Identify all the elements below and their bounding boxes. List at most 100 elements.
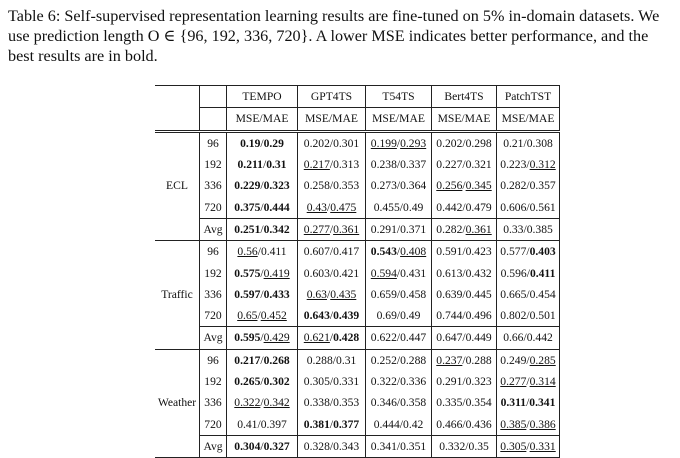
table-row: 720 0.375/0.444 0.43/0.475 0.455/0.49 0.442/… — [155, 196, 560, 219]
horizon-label: 96 — [199, 240, 227, 263]
metric-cell: 0.594/0.431 — [365, 262, 432, 284]
metric-cell: 0.322/0.336 — [365, 370, 432, 393]
horizon-label: Avg — [199, 434, 227, 458]
table-row: 720 0.65/0.452 0.643/0.439 0.69/0.49 0.744/0… — [155, 304, 560, 327]
mae-value: 0.371 — [400, 222, 427, 236]
mse-value: 0.338 — [303, 396, 330, 410]
header-metric: MSE/MAE — [431, 107, 497, 132]
mse-value: 0.223 — [500, 158, 527, 172]
mse-value: 0.591 — [436, 245, 463, 259]
mae-value: 0.444 — [263, 200, 290, 214]
metric-cell: 0.442/0.479 — [431, 196, 497, 219]
value-separator: / — [462, 309, 466, 323]
value-separator: / — [396, 158, 401, 172]
value-separator: / — [462, 353, 466, 367]
value-separator: / — [329, 309, 334, 323]
value-separator: / — [462, 266, 466, 280]
mae-value: 0.423 — [465, 245, 492, 259]
mae-value: 0.432 — [465, 266, 492, 280]
mae-value: 0.298 — [465, 136, 492, 150]
metric-cell: 0.603/0.421 — [297, 262, 366, 284]
mae-value: 0.268 — [263, 353, 290, 367]
value-separator: / — [396, 396, 401, 410]
metric-cell: 0.251/0.342 — [226, 217, 298, 241]
metric-cell: 0.375/0.444 — [226, 196, 298, 219]
table-row: 192 0.575/0.419 0.603/0.421 0.594/0.431 0.61… — [155, 262, 560, 284]
mae-value: 0.288 — [400, 353, 427, 367]
value-separator: / — [396, 331, 401, 345]
table-row: ECL 336 0.229/0.323 0.258/0.353 0.273/0.364 0… — [155, 175, 560, 197]
metric-cell: 0.305/0.331 — [496, 434, 560, 458]
value-separator: / — [260, 396, 264, 410]
table-row: 96 0.217/0.268 0.288/0.31 0.252/0.288 0.237/… — [155, 348, 560, 371]
mse-value: 0.41 — [237, 417, 258, 431]
mse-value: 0.603 — [303, 266, 330, 280]
metric-cell: 0.311/0.341 — [496, 392, 560, 414]
value-separator: / — [526, 396, 530, 410]
mse-value: 0.647 — [436, 331, 463, 345]
table-row: 96 0.19/0.29 0.202/0.301 0.199/0.293 0.202/0… — [155, 129, 560, 154]
mse-value: 0.282 — [436, 222, 463, 236]
metric-cell: 0.466/0.436 — [431, 413, 497, 436]
horizon-label: Avg — [199, 326, 227, 350]
mae-value: 0.411 — [529, 266, 556, 280]
mse-value: 0.596 — [500, 266, 527, 280]
mse-value: 0.622 — [370, 331, 397, 345]
metric-cell: 0.575/0.419 — [226, 262, 298, 284]
metric-cell: 0.282/0.361 — [431, 217, 497, 241]
mse-value: 0.322 — [370, 375, 397, 388]
metric-cell: 0.613/0.432 — [431, 262, 497, 284]
mae-value: 0.31 — [336, 353, 357, 367]
mae-value: 0.331 — [333, 375, 360, 388]
value-separator: / — [526, 287, 530, 301]
mse-value: 0.43 — [306, 200, 327, 214]
results-table: TEMPO GPT4TS T54TS Bert4TS PatchTST MSE/… — [155, 85, 560, 458]
dataset-label — [155, 305, 200, 327]
horizon-label: 720 — [199, 196, 227, 219]
mse-value: 0.744 — [436, 309, 463, 323]
metric-cell: 0.291/0.323 — [431, 370, 497, 393]
mae-value: 0.358 — [400, 396, 427, 410]
table-row: 192 0.211/0.31 0.217/0.313 0.238/0.337 0.227… — [155, 153, 560, 176]
mse-value: 0.288 — [306, 353, 333, 367]
horizon-label: 336 — [199, 392, 227, 414]
mae-value: 0.31 — [266, 158, 287, 172]
metric-cell: 0.304/0.327 — [226, 434, 298, 458]
mae-value: 0.397 — [260, 417, 287, 431]
header-blank-dataset — [155, 86, 200, 108]
mse-value: 0.659 — [370, 287, 397, 301]
mse-value: 0.335 — [436, 396, 463, 410]
mse-value: 0.277 — [303, 222, 330, 236]
mse-value: 0.455 — [373, 200, 400, 214]
mse-value: 0.466 — [436, 417, 463, 431]
dataset-label — [155, 129, 200, 154]
mse-value: 0.202 — [303, 136, 330, 150]
mae-value: 0.321 — [465, 158, 492, 172]
mae-value: 0.386 — [529, 417, 556, 431]
header-metric: MSE/MAE — [496, 107, 560, 132]
mae-value: 0.323 — [263, 179, 290, 193]
header-model-tempo: TEMPO — [226, 85, 298, 108]
metric-cell: 0.659/0.458 — [365, 283, 432, 305]
table-row: 96 0.56/0.411 0.607/0.417 0.543/0.408 0.591/… — [155, 240, 560, 263]
metric-cell: 0.19/0.29 — [226, 129, 298, 154]
value-separator: / — [260, 136, 264, 150]
value-separator: / — [329, 222, 334, 236]
horizon-label: Avg — [199, 217, 227, 241]
table-row: 192 0.265/0.302 0.305/0.331 0.322/0.336 0.29… — [155, 370, 560, 393]
metric-cell: 0.606/0.561 — [496, 196, 560, 219]
metric-cell: 0.277/0.361 — [297, 217, 366, 241]
mse-value: 0.265 — [234, 375, 261, 388]
metric-cell: 0.543/0.408 — [365, 240, 432, 263]
metric-cell: 0.273/0.364 — [365, 175, 432, 197]
value-separator: / — [462, 375, 466, 388]
value-separator: / — [329, 245, 334, 259]
mse-value: 0.291 — [370, 222, 397, 236]
mse-value: 0.282 — [500, 179, 527, 193]
value-separator: / — [526, 158, 530, 172]
metric-cell: 0.335/0.354 — [431, 392, 497, 414]
mae-value: 0.385 — [526, 222, 553, 236]
value-separator: / — [329, 179, 334, 193]
metric-cell: 0.211/0.31 — [226, 153, 298, 176]
value-separator: / — [326, 200, 331, 214]
